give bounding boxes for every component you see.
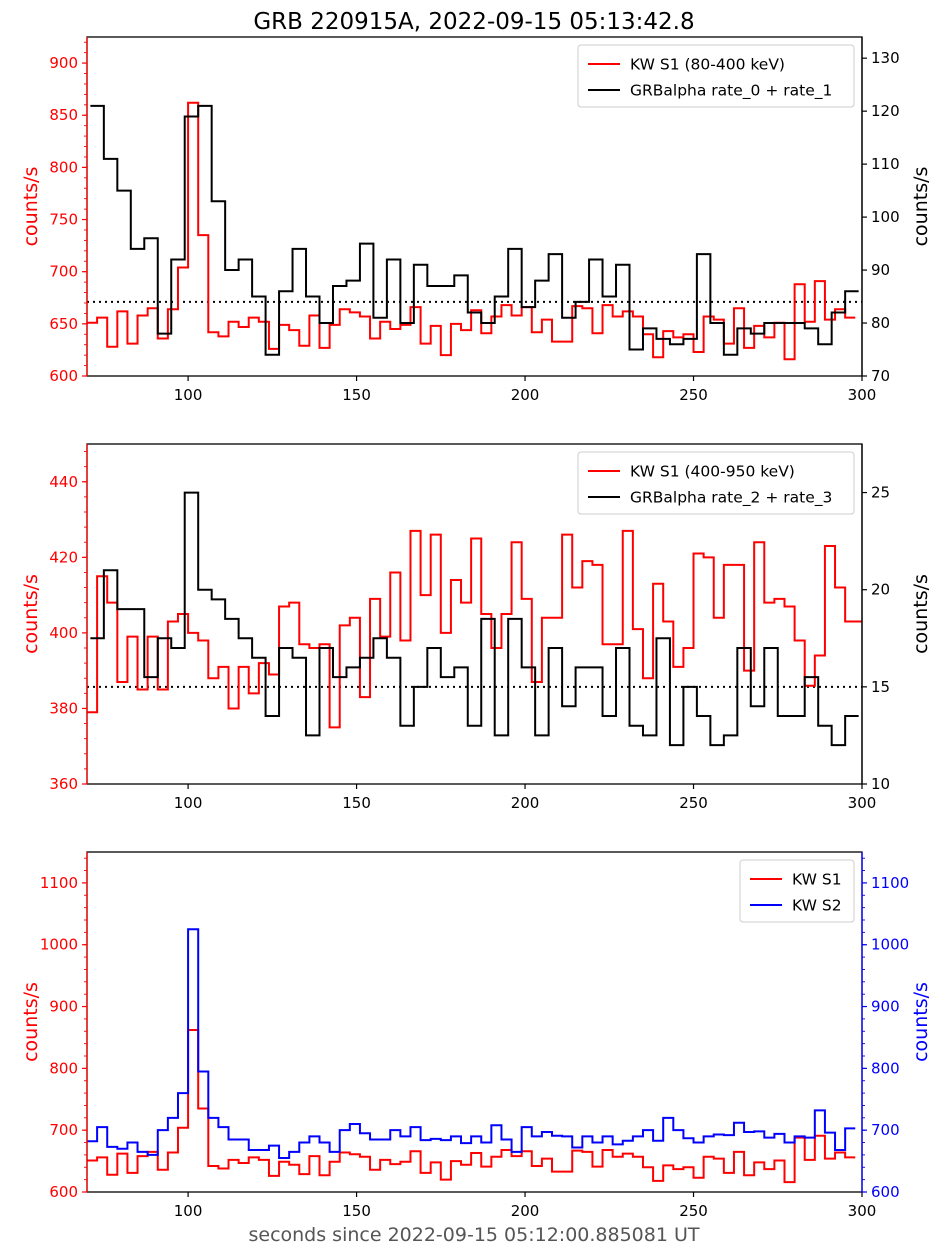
y-right-tick-label: 1000 (871, 936, 909, 954)
y-right-axis-label: counts/s (910, 167, 932, 247)
plot-area (87, 101, 862, 361)
x-tick-label: 150 (342, 794, 371, 812)
y-left-tick-label: 360 (49, 775, 78, 793)
y-left-tick-label: 700 (49, 1121, 78, 1139)
legend: KW S1 (400-950 keV) GRBalpha rate_2 + rat… (577, 451, 855, 515)
x-tick-label: 100 (174, 794, 203, 812)
x-tick-label: 150 (342, 1202, 371, 1220)
legend-label-1: GRBalpha rate_0 + rate_1 (630, 82, 832, 101)
y-right-tick-label: 700 (871, 1121, 900, 1139)
x-tick-label: 250 (679, 794, 708, 812)
legend: KW S1 KW S2 (739, 859, 855, 923)
y-left-tick-label: 1000 (40, 936, 78, 954)
x-tick-label: 300 (848, 794, 877, 812)
y-right-tick-label: 70 (871, 367, 890, 385)
y-right-tick-label: 110 (871, 155, 900, 173)
y-left-tick-label: 900 (49, 54, 78, 72)
legend-label-1: KW S2 (792, 897, 842, 915)
legend-box (577, 451, 855, 515)
legend-box (577, 44, 855, 108)
y-left-tick-label: 380 (49, 699, 78, 717)
legend-label-1: GRBalpha rate_2 + rate_3 (630, 489, 832, 508)
x-tick-label: 250 (679, 1202, 708, 1220)
x-tick-label: 200 (511, 386, 540, 404)
y-right-tick-label: 130 (871, 49, 900, 67)
y-right-tick-label: 600 (871, 1183, 900, 1201)
middle-panel: 100 150 200 250 300 360 380 400 420 440 10 15 20 25 co… (20, 443, 932, 812)
y-right-tick-label: 15 (871, 678, 890, 696)
y-left-tick-label: 800 (49, 158, 78, 176)
x-tick-label: 300 (848, 386, 877, 404)
y-left-tick-label: 600 (49, 367, 78, 385)
legend-label-0: KW S1 (792, 871, 842, 889)
legend-label-0: KW S1 (400-950 keV) (630, 463, 795, 481)
series-line-1 (87, 928, 856, 1159)
y-left-tick-label: 900 (49, 998, 78, 1016)
x-axis-label: seconds since 2022-09-15 05:12:00.885081… (248, 1224, 699, 1246)
x-tick-label: 200 (511, 794, 540, 812)
plot-area (87, 928, 856, 1184)
plot-area (87, 491, 862, 747)
series-line-0 (87, 101, 856, 361)
y-right-tick-label: 25 (871, 484, 890, 502)
y-left-axis-label: counts/s (20, 574, 42, 654)
y-left-tick-label: 600 (49, 1183, 78, 1201)
x-tick-label: 100 (174, 1202, 203, 1220)
series-line-0 (87, 529, 862, 729)
y-right-tick-label: 20 (871, 581, 890, 599)
top-panel: 100 150 200 250 300 600 650 700 750 800 850 900 70 80… (20, 36, 932, 404)
y-left-tick-label: 440 (49, 473, 78, 491)
figure-title: GRB 220915A, 2022-09-15 05:13:42.8 (253, 9, 694, 35)
x-tick-label: 200 (511, 1202, 540, 1220)
y-left-tick-label: 400 (49, 624, 78, 642)
y-left-tick-label: 850 (49, 106, 78, 124)
y-left-tick-label: 650 (49, 315, 78, 333)
y-left-tick-label: 700 (49, 263, 78, 281)
y-right-tick-label: 800 (871, 1059, 900, 1077)
y-right-tick-label: 90 (871, 261, 890, 279)
y-right-tick-label: 100 (871, 208, 900, 226)
series-line-0 (87, 1029, 856, 1184)
y-left-tick-label: 800 (49, 1059, 78, 1077)
y-right-tick-label: 10 (871, 775, 890, 793)
y-left-axis-label: counts/s (20, 167, 42, 247)
y-left-tick-label: 420 (49, 548, 78, 566)
series-line-1 (90, 104, 859, 356)
y-right-tick-label: 80 (871, 314, 890, 332)
series-line-1 (90, 491, 859, 747)
y-right-tick-label: 900 (871, 998, 900, 1016)
y-left-tick-label: 1100 (40, 874, 78, 892)
legend: KW S1 (80-400 keV) GRBalpha rate_0 + rate… (577, 44, 855, 108)
legend-box (739, 859, 855, 923)
y-right-tick-label: 1100 (871, 874, 909, 892)
legend-label-0: KW S1 (80-400 keV) (630, 56, 785, 74)
bottom-panel: 100 150 200 250 3006007008009001000110060070… (20, 851, 932, 1220)
x-tick-label: 150 (342, 386, 371, 404)
x-tick-label: 100 (174, 386, 203, 404)
y-right-axis-label: counts/s (910, 574, 932, 654)
y-left-tick-label: 750 (49, 211, 78, 229)
y-right-tick-label: 120 (871, 102, 900, 120)
y-left-axis-label: counts/s (20, 982, 42, 1062)
x-tick-label: 300 (848, 1202, 877, 1220)
x-tick-label: 250 (679, 386, 708, 404)
y-right-axis-label: counts/s (910, 982, 932, 1062)
